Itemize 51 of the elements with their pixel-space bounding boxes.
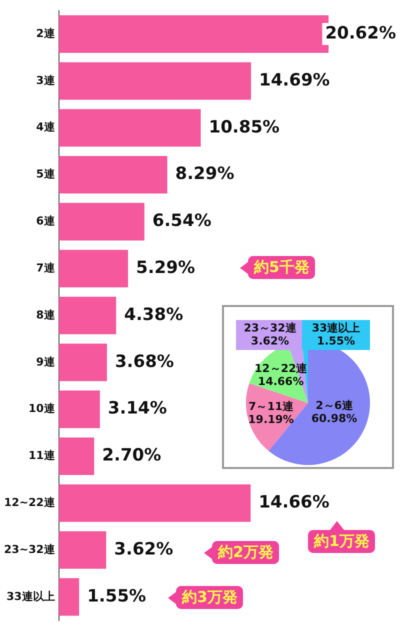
data-label: 4.38%: [124, 304, 184, 325]
y-tick-label: 9連: [36, 355, 56, 368]
data-label: 8.29%: [175, 164, 234, 184]
data-label: 1.55%: [87, 586, 146, 606]
data-label: 3.62%: [114, 539, 174, 560]
bar: [58, 578, 80, 616]
y-tick-label: 11連: [28, 449, 56, 462]
y-tick-label: 2連: [36, 26, 56, 40]
annotation: 約1万発: [314, 532, 370, 550]
data-label: 19.19%: [248, 412, 294, 426]
data-label: 6.54%: [152, 211, 212, 232]
slice-label: 23～32連: [244, 321, 298, 334]
data-label: 14.66%: [258, 375, 304, 388]
data-label: 5.29%: [136, 258, 196, 278]
data-label: 3.62%: [250, 334, 290, 348]
y-tick-label: 5連: [36, 168, 56, 181]
slice-label: 33連以上: [312, 321, 360, 334]
slice-label: 7～11連: [248, 400, 295, 413]
bar: [58, 109, 201, 147]
bar: [58, 344, 107, 382]
y-tick-label: 4連: [36, 120, 56, 134]
data-label: 14.69%: [258, 70, 330, 90]
data-label: 60.98%: [311, 412, 358, 425]
data-label: 3.14%: [108, 398, 167, 419]
y-tick-label: 12~22連: [4, 496, 56, 509]
bar: [58, 62, 251, 100]
data-label: 10.85%: [208, 117, 280, 138]
data-label: 2.70%: [102, 446, 162, 466]
bar: [58, 390, 100, 428]
data-label: 3.68%: [114, 352, 174, 372]
bar: [58, 531, 106, 569]
y-tick-label: 6連: [36, 214, 56, 228]
slice-label: 2～6連: [316, 398, 354, 412]
bar: [58, 202, 144, 240]
y-tick-label: 7連: [36, 261, 56, 274]
y-tick-label: 3連: [36, 74, 56, 87]
y-tick-label: 8連: [36, 308, 56, 322]
annotation: 約2万発: [218, 543, 274, 561]
y-tick-label: 33連以上: [6, 590, 55, 603]
bar: [58, 156, 168, 194]
bar: [58, 484, 251, 522]
bar: [58, 437, 94, 475]
y-tick-label: 10連: [28, 402, 56, 416]
bar: [58, 296, 116, 334]
y-tick-label: 23~32連: [4, 542, 56, 556]
annotation: 約5千発: [254, 258, 310, 276]
annotation: 約3万発: [182, 588, 238, 606]
data-label: 20.62%: [325, 23, 396, 44]
data-label: 14.66%: [258, 492, 330, 513]
data-label: 1.55%: [316, 334, 356, 348]
bar: [58, 250, 128, 288]
